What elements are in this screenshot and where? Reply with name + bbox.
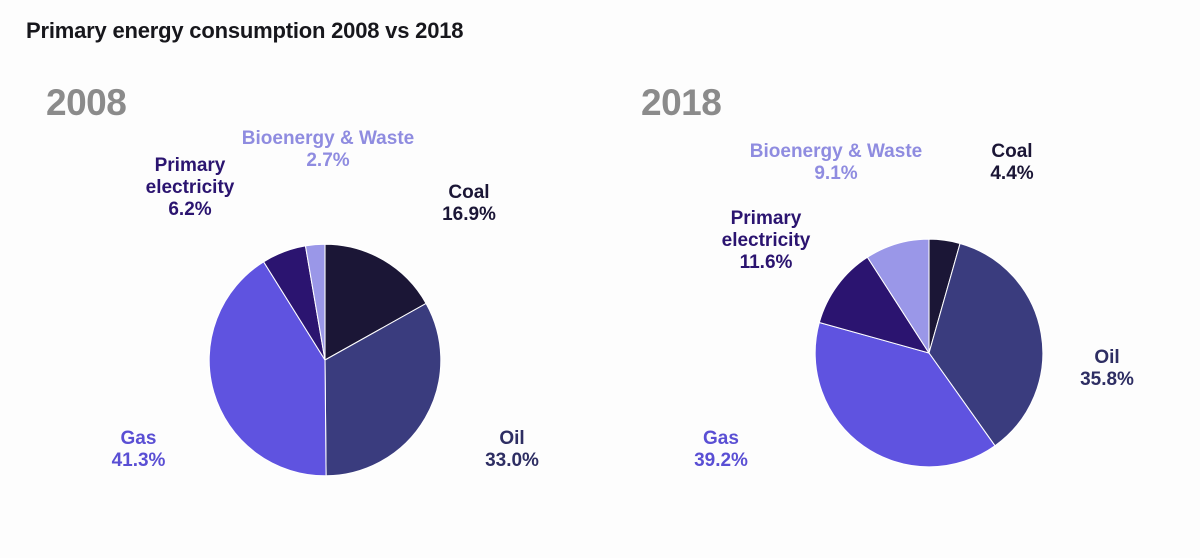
label-gas-2008: Gas 41.3% xyxy=(61,428,216,472)
label-name-line2: electricity xyxy=(145,177,235,199)
pie-slice xyxy=(818,256,931,354)
label-percent: 16.9% xyxy=(442,204,496,226)
pie-slice xyxy=(304,243,326,361)
label-percent: 4.4% xyxy=(990,163,1034,185)
label-name: Coal xyxy=(991,141,1033,162)
label-percent: 2.7% xyxy=(306,150,350,172)
label-bioenergy-2018: Bioenergy & Waste 9.1% xyxy=(716,141,956,185)
label-name: Coal xyxy=(448,182,490,203)
page-title: Primary energy consumption 2008 vs 2018 xyxy=(26,18,464,43)
pie-slices-2008 xyxy=(208,243,442,477)
label-primary-electricity-2008: Primary electricity 6.2% xyxy=(110,155,270,221)
label-percent: 41.3% xyxy=(111,450,166,472)
label-name-line1: Primary xyxy=(154,155,226,176)
label-name: Oil xyxy=(1094,347,1120,368)
label-name: Gas xyxy=(120,428,157,449)
label-percent: 33.0% xyxy=(485,450,539,472)
label-name-line1: Primary xyxy=(730,208,802,229)
label-name: Oil xyxy=(499,428,525,449)
pie-svg-2008 xyxy=(208,243,442,477)
pie-svg-2018 xyxy=(814,238,1044,468)
pie-chart-2018 xyxy=(814,238,1044,468)
label-percent: 9.1% xyxy=(814,163,858,185)
label-coal-2018: Coal 4.4% xyxy=(952,141,1072,185)
pie-slice xyxy=(324,302,442,477)
label-name: Gas xyxy=(703,428,739,449)
label-oil-2018: Oil 35.8% xyxy=(1042,347,1172,391)
pie-chart-2008 xyxy=(208,243,442,477)
year-label-2018: 2018 xyxy=(641,82,722,123)
pie-slices-2018 xyxy=(814,238,1044,468)
pie-slice xyxy=(324,243,427,361)
label-bioenergy-2008: Bioenergy & Waste 2.7% xyxy=(213,128,443,172)
label-percent: 39.2% xyxy=(694,450,748,472)
pie-slice xyxy=(814,321,996,468)
label-coal-2008: Coal 16.9% xyxy=(408,182,530,226)
label-percent: 35.8% xyxy=(1080,369,1134,391)
label-name-line2: electricity xyxy=(721,230,811,252)
label-name: Bioenergy & Waste xyxy=(749,141,923,162)
pie-slice xyxy=(928,242,1044,447)
label-gas-2018: Gas 39.2% xyxy=(645,428,797,472)
label-primary-electricity-2018: Primary electricity 11.6% xyxy=(686,208,846,274)
label-percent: 11.6% xyxy=(739,252,793,274)
label-name: Bioenergy & Waste xyxy=(241,128,415,149)
pie-slice xyxy=(866,238,930,355)
year-label-2008: 2008 xyxy=(46,82,127,123)
label-oil-2008: Oil 33.0% xyxy=(447,428,577,472)
label-percent: 6.2% xyxy=(168,199,212,221)
